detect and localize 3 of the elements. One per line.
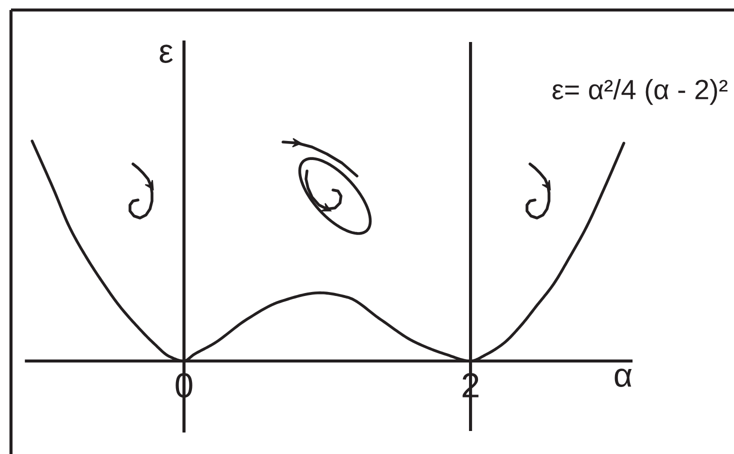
- x-axis-title: α: [614, 368, 632, 387]
- text: ε= α²/4 (α - 2)²: [552, 79, 728, 105]
- y-axis-title: ε: [160, 44, 173, 63]
